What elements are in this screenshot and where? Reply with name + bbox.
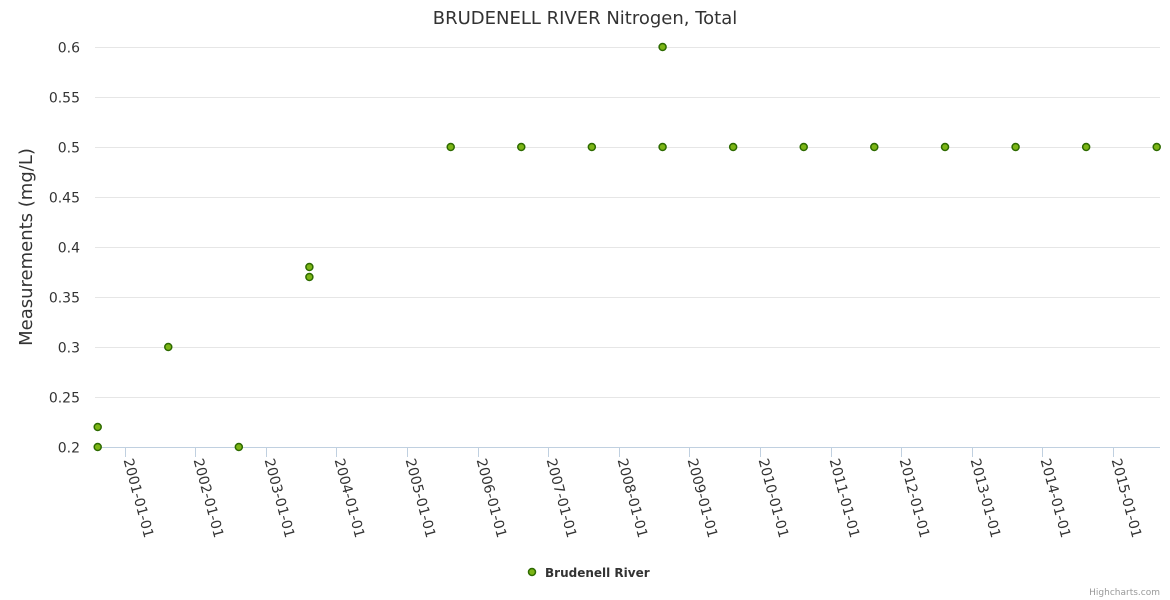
data-point	[305, 262, 314, 272]
data-point	[517, 142, 526, 152]
data-point	[1152, 142, 1161, 152]
data-point	[870, 142, 879, 152]
x-tick-label: 2001-01-01	[120, 457, 157, 540]
legend-marker	[527, 567, 537, 577]
x-tick-label: 2011-01-01	[826, 457, 863, 540]
data-point	[1011, 142, 1020, 152]
x-tick-label: 2014-01-01	[1037, 457, 1074, 540]
x-tick-label: 2006-01-01	[473, 457, 510, 540]
legend[interactable]: Brudenell River	[527, 566, 650, 580]
y-tick-label: 0.25	[49, 391, 80, 407]
data-points	[93, 42, 1161, 452]
grid-lines	[95, 47, 1160, 398]
legend-label[interactable]: Brudenell River	[545, 566, 650, 580]
x-tick-label: 2009-01-01	[684, 457, 721, 540]
y-tick-label: 0.35	[49, 291, 80, 307]
y-tick-label: 0.4	[58, 241, 80, 257]
x-tick-label: 2004-01-01	[331, 457, 368, 540]
y-tick-label: 0.2	[58, 441, 80, 457]
data-point	[587, 142, 597, 152]
y-tick-label: 0.55	[49, 91, 80, 107]
y-tick-label: 0.3	[58, 341, 80, 357]
x-axis-tick-labels: 2001-01-01 2002-01-01 2003-01-01 2004-01-01…	[120, 457, 1145, 540]
y-axis-title: Measurements (mg/L)	[16, 148, 37, 346]
y-tick-label: 0.5	[58, 141, 80, 157]
x-tick-label: 2010-01-01	[755, 457, 792, 540]
x-tick-label: 2013-01-01	[967, 457, 1004, 540]
data-point	[728, 142, 738, 152]
x-tick-label: 2012-01-01	[896, 457, 933, 540]
x-tick-label: 2007-01-01	[543, 457, 580, 540]
x-tick-label: 2002-01-01	[190, 457, 227, 540]
data-point	[164, 342, 173, 352]
axes	[95, 447, 1160, 457]
data-point	[446, 142, 455, 152]
data-point	[93, 442, 102, 452]
data-point	[1081, 142, 1091, 152]
y-tick-label: 0.45	[49, 191, 80, 207]
data-point	[799, 142, 808, 152]
x-tick-label: 2003-01-01	[261, 457, 298, 540]
data-point	[658, 142, 667, 152]
data-point	[93, 422, 102, 432]
credits-link[interactable]: Highcharts.com	[1089, 588, 1160, 598]
chart-title: BRUDENELL RIVER Nitrogen, Total	[433, 8, 738, 29]
data-point	[940, 142, 950, 152]
x-tick-label: 2005-01-01	[402, 457, 439, 540]
data-point	[305, 272, 314, 282]
data-point	[658, 42, 667, 52]
y-tick-label: 0.6	[58, 41, 80, 57]
data-point	[234, 442, 244, 452]
y-axis-tick-labels: 0.2 0.25 0.3 0.35 0.4 0.45 0.5 0.55 0.6	[49, 41, 80, 457]
x-tick-label: 2015-01-01	[1108, 457, 1145, 540]
x-tick-label: 2008-01-01	[614, 457, 651, 540]
